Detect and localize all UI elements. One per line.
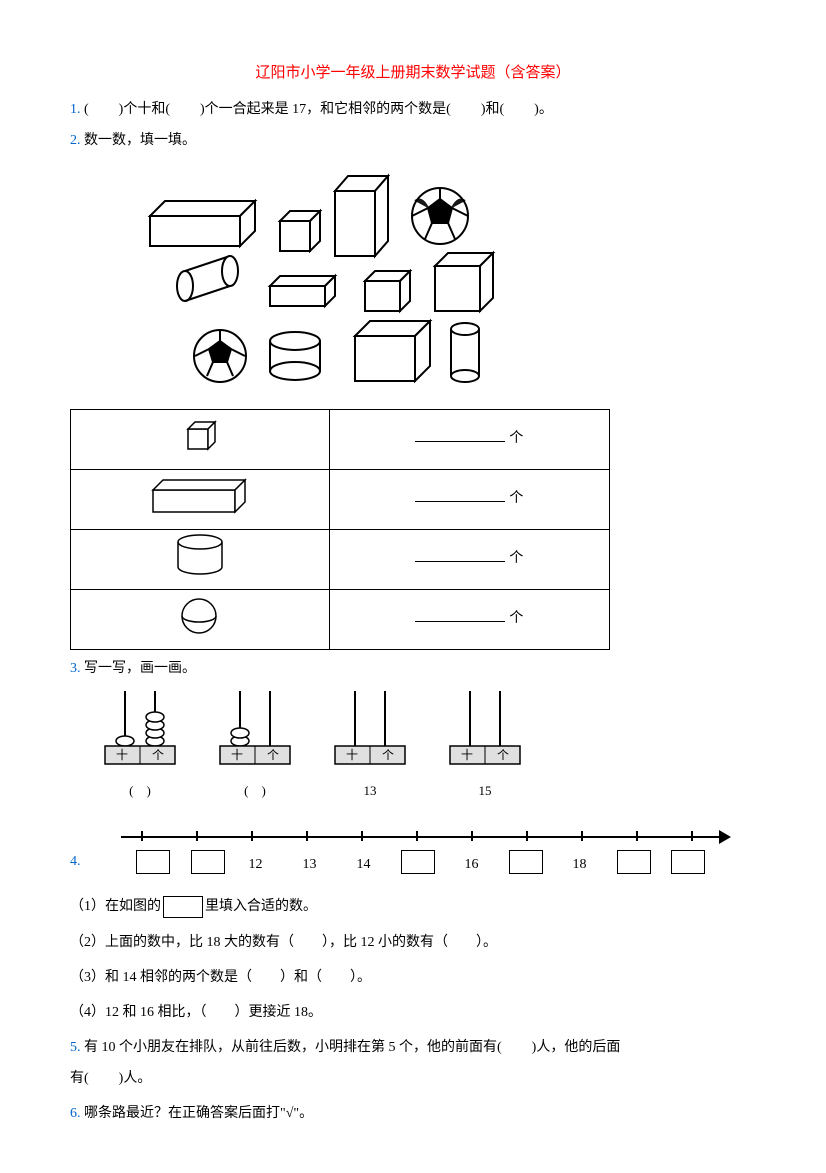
q4-num: 4.	[70, 849, 81, 874]
abacus-4: 十 个 15	[445, 691, 525, 803]
q5-text-d: )人。	[119, 1071, 152, 1086]
table-row: 个	[71, 469, 610, 529]
abacus-3: 十 个 13	[330, 691, 410, 803]
cell-cuboid-answer[interactable]: 个	[329, 469, 609, 529]
q5-text-c: 有(	[70, 1071, 89, 1086]
cell-cylinder-icon	[71, 529, 330, 589]
question-1: 1. ( )个十和( )个一合起来是 17，和它相邻的两个数是( )和( )。	[70, 97, 756, 122]
abacus-2: 十 个 ( )	[215, 691, 295, 803]
question-5: 5. 有 10 个小朋友在排队，从前往后数，小明排在第 5 个，他的前面有( )人…	[70, 1035, 756, 1060]
q1-text-1: )个十和(	[119, 102, 170, 117]
q1-num: 1.	[70, 102, 81, 117]
shape-count-table: 个 个 个 个	[70, 409, 610, 650]
cell-cuboid-icon	[71, 469, 330, 529]
number-line-label: 18	[573, 852, 587, 877]
question-4: 4. 12 13 14 16 18	[70, 806, 756, 884]
number-line: 12 13 14 16 18	[81, 814, 721, 884]
q1-text-0: (	[84, 102, 89, 117]
svg-text:十: 十	[116, 748, 128, 762]
q5-line2: 有( )人。	[70, 1066, 756, 1091]
question-2: 2. 数一数，填一填。	[70, 128, 756, 153]
svg-text:个: 个	[382, 748, 394, 762]
q3-text: 写一写，画一画。	[84, 661, 196, 676]
q1-text-3: ，和它相邻的两个数是(	[306, 102, 451, 117]
number-line-box[interactable]	[401, 850, 435, 874]
q6-num: 6.	[70, 1106, 81, 1121]
q5-text-a: 有 10 个小朋友在排队，从前往后数，小明排在第 5 个，他的前面有(	[84, 1040, 502, 1055]
table-row: 个	[71, 529, 610, 589]
svg-text:十: 十	[231, 748, 243, 762]
inline-box[interactable]	[163, 896, 203, 918]
question-6: 6. 哪条路最近？在正确答案后面打"√"。	[70, 1101, 756, 1126]
cell-cube-icon	[71, 409, 330, 469]
q1-text-5: )。	[534, 102, 553, 117]
svg-text:十: 十	[461, 748, 473, 762]
cell-cube-answer[interactable]: 个	[329, 409, 609, 469]
page-title: 辽阳市小学一年级上册期末数学试题（含答案）	[70, 60, 756, 87]
svg-text:个: 个	[152, 748, 164, 762]
number-line-label: 16	[465, 852, 479, 877]
q4-sub3: （3）和 14 相邻的两个数是（ ）和（ ）。	[70, 965, 756, 990]
q2-num: 2.	[70, 133, 81, 148]
shapes-illustration	[130, 161, 756, 400]
q4-sub1: （1）在如图的里填入合适的数。	[70, 894, 756, 919]
cell-sphere-icon	[71, 589, 330, 649]
number-line-box[interactable]	[509, 850, 543, 874]
q4-sub4: （4）12 和 16 相比，（ ）更接近 18。	[70, 1000, 756, 1025]
q2-text: 数一数，填一填。	[84, 133, 196, 148]
q1-text-2: )个一合起来是	[200, 102, 289, 117]
number-line-box[interactable]	[617, 850, 651, 874]
cell-cylinder-answer[interactable]: 个	[329, 529, 609, 589]
number-line-label: 14	[357, 852, 371, 877]
svg-text:个: 个	[497, 748, 509, 762]
q1-value: 17	[292, 102, 306, 117]
svg-text:个: 个	[267, 748, 279, 762]
abacus-row: 十 个 ( ) 十 个 ( ) 十 个 13	[100, 691, 756, 803]
q3-num: 3.	[70, 661, 81, 676]
table-row: 个	[71, 409, 610, 469]
number-line-box[interactable]	[136, 850, 170, 874]
number-line-box[interactable]	[671, 850, 705, 874]
table-row: 个	[71, 589, 610, 649]
q5-text-b: )人，他的后面	[532, 1040, 621, 1055]
q1-text-4: )和(	[481, 102, 504, 117]
svg-text:十: 十	[346, 748, 358, 762]
number-line-label: 13	[303, 852, 317, 877]
number-line-box[interactable]	[191, 850, 225, 874]
question-3: 3. 写一写，画一画。	[70, 656, 756, 681]
abacus-1: 十 个 ( )	[100, 691, 180, 803]
number-line-label: 12	[249, 852, 263, 877]
cell-sphere-answer[interactable]: 个	[329, 589, 609, 649]
q4-sub2: （2）上面的数中，比 18 大的数有（ ），比 12 小的数有（ ）。	[70, 930, 756, 955]
q6-text: 哪条路最近？在正确答案后面打"√"。	[84, 1106, 313, 1121]
q5-num: 5.	[70, 1040, 81, 1055]
